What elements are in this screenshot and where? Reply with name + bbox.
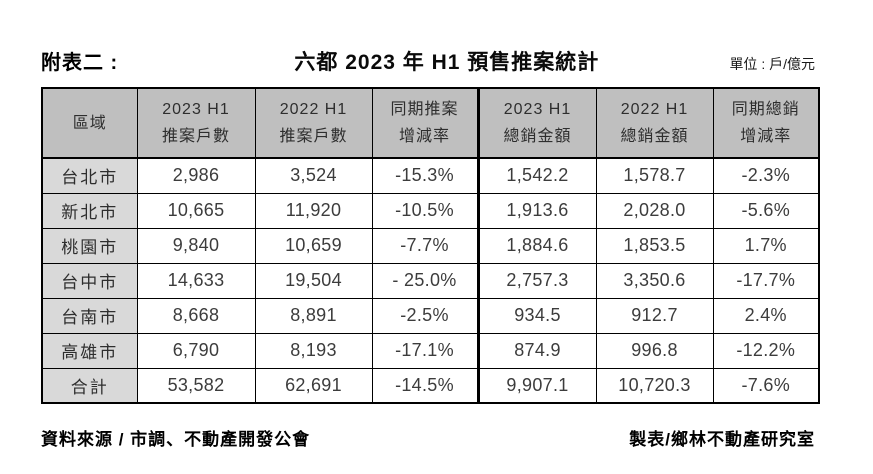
header-label: 總銷金額 — [503, 128, 572, 145]
value-cell: -12.2% — [712, 332, 820, 369]
value-cell: 1,578.7 — [595, 157, 714, 194]
value-cell: -15.3% — [371, 157, 480, 194]
value-cell: 1,853.5 — [595, 227, 714, 264]
region-cell: 合計 — [41, 367, 138, 404]
region-cell: 台南市 — [41, 297, 138, 334]
value-cell: -2.3% — [712, 157, 820, 194]
header-cell-2023-sales: 2023 H1 總銷金額 — [477, 87, 597, 159]
value-cell: 11,920 — [254, 192, 373, 229]
footer-source: 資料來源 / 市調、不動產開發公會 — [41, 430, 311, 449]
table-row-taichung: 台中市 14,633 19,504 - 25.0% 2,757.3 3,350.… — [41, 262, 820, 299]
header-label: 2022 H1 — [620, 101, 689, 118]
value-cell: 6,790 — [136, 332, 256, 369]
document-page: 附表二 : 六都 2023 年 H1 預售推案統計 單位 : 戶/億元 區域 2… — [41, 46, 820, 450]
value-cell: -17.7% — [712, 262, 820, 299]
value-cell: 2,986 — [136, 157, 256, 194]
value-cell: -5.6% — [712, 192, 820, 229]
value-cell: 14,633 — [136, 262, 256, 299]
value-cell: 874.9 — [477, 332, 597, 369]
value-cell: 8,193 — [254, 332, 373, 369]
value-cell: 934.5 — [477, 297, 597, 334]
page-title: 六都 2023 年 H1 預售推案統計 — [294, 51, 600, 74]
header-row: 區域 2023 H1 推案戶數 2022 H1 推案戶數 同期推案增減率 2023 … — [41, 87, 820, 159]
value-cell: 53,582 — [136, 367, 256, 404]
header-cell-2022-units: 2022 H1 推案戶數 — [254, 87, 373, 159]
region-cell: 桃園市 — [41, 227, 138, 264]
header-label: 增減率 — [740, 128, 792, 145]
header-label: 2022 H1 — [279, 101, 348, 118]
header-label: 增減率 — [398, 128, 450, 145]
presale-stats-table: 區域 2023 H1 推案戶數 2022 H1 推案戶數 同期推案增減率 2023 … — [41, 87, 820, 404]
value-cell: 8,891 — [254, 297, 373, 334]
unit-label: 單位 : 戶/億元 — [729, 56, 815, 72]
value-cell: -7.6% — [712, 367, 820, 404]
header-cell-sales-change: 同期總銷 增減率 — [712, 87, 820, 159]
value-cell: 1,913.6 — [477, 192, 597, 229]
table-row-tainan: 台南市 8,668 8,891 -2.5% 934.5 912.7 2.4% — [41, 297, 820, 334]
header-label: 同期總銷 — [731, 101, 800, 118]
table-row-newtaipei: 新北市 10,665 11,920 -10.5% 1,913.6 2,028.0… — [41, 192, 820, 229]
header-label: 2023 H1 — [503, 101, 572, 118]
value-cell: -7.7% — [371, 227, 480, 264]
header-label: 同期推案 — [390, 101, 459, 118]
value-cell: 3,350.6 — [595, 262, 714, 299]
value-cell: 3,524 — [254, 157, 373, 194]
header-label: 2023 H1 — [162, 101, 230, 118]
value-cell: 8,668 — [136, 297, 256, 334]
table-row-total: 合計 53,582 62,691 -14.5% 9,907.1 10,720.3… — [41, 367, 820, 404]
header-label: 推案戶數 — [279, 128, 348, 145]
value-cell: -2.5% — [371, 297, 480, 334]
value-cell: 912.7 — [595, 297, 714, 334]
header-label: 區域 — [72, 114, 107, 132]
value-cell: 9,907.1 — [477, 367, 597, 404]
value-cell: 2,028.0 — [595, 192, 714, 229]
value-cell: - 25.0% — [371, 262, 480, 299]
header-cell-region: 區域 — [41, 87, 138, 159]
header-label: 推案戶數 — [161, 128, 230, 145]
header-cell-units-change: 同期推案 增減率 — [371, 87, 480, 159]
value-cell: 1,884.6 — [477, 227, 597, 264]
table-body: 台北市 2,986 3,524 -15.3% 1,542.2 1,578.7 -… — [41, 157, 820, 404]
value-cell: -10.5% — [371, 192, 480, 229]
footer-credit: 製表/鄉林不動產研究室 — [629, 430, 815, 449]
region-cell: 台北市 — [41, 157, 138, 194]
value-cell: 10,720.3 — [595, 367, 714, 404]
table-row-kaohsiung: 高雄市 6,790 8,193 -17.1% 874.9 996.8 -12.2… — [41, 332, 820, 369]
region-cell: 台中市 — [41, 262, 138, 299]
value-cell: 2,757.3 — [477, 262, 597, 299]
value-cell: 2.4% — [712, 297, 820, 334]
table-row-taoyuan: 桃園市 9,840 10,659 -7.7% 1,884.6 1,853.5 1… — [41, 227, 820, 264]
header-cell-2022-sales: 2022 H1 總銷金額 — [595, 87, 714, 159]
value-cell: 996.8 — [595, 332, 714, 369]
region-cell: 高雄市 — [41, 332, 138, 369]
table-row-taipei: 台北市 2,986 3,524 -15.3% 1,542.2 1,578.7 -… — [41, 157, 820, 194]
value-cell: 19,504 — [254, 262, 373, 299]
table-header: 區域 2023 H1 推案戶數 2022 H1 推案戶數 同期推案增減率 2023 … — [41, 87, 820, 159]
value-cell: 62,691 — [254, 367, 373, 404]
value-cell: -17.1% — [371, 332, 480, 369]
value-cell: 1,542.2 — [477, 157, 597, 194]
value-cell: 1.7% — [712, 227, 820, 264]
region-cell: 新北市 — [41, 192, 138, 229]
value-cell: -14.5% — [371, 367, 480, 404]
value-cell: 9,840 — [136, 227, 256, 264]
header-cell-2023-units: 2023 H1 推案戶數 — [136, 87, 256, 159]
title-bar: 附表二 : 六都 2023 年 H1 預售推案統計 單位 : 戶/億元 — [41, 46, 815, 76]
footer-bar: 資料來源 / 市調、不動產開發公會 製表/鄉林不動產研究室 — [41, 425, 815, 450]
value-cell: 10,659 — [254, 227, 373, 264]
header-label: 總銷金額 — [620, 128, 689, 145]
table-caption: 附表二 : — [41, 52, 119, 74]
value-cell: 10,665 — [136, 192, 256, 229]
